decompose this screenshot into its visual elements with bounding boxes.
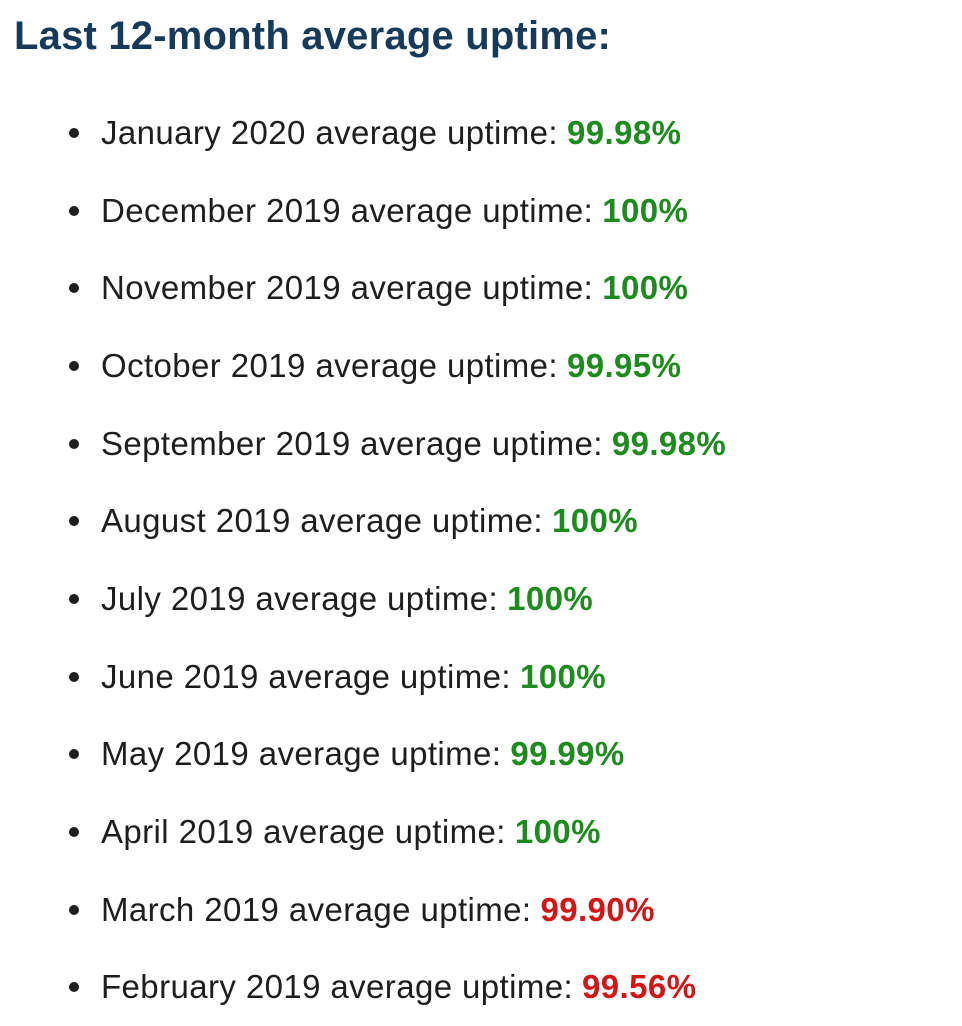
bullet-icon bbox=[69, 438, 79, 449]
uptime-value: 99.90% bbox=[540, 890, 655, 928]
uptime-value: 100% bbox=[551, 502, 638, 540]
bullet-icon bbox=[69, 205, 79, 216]
list-item: July 2019 average uptime: 100% bbox=[0, 560, 726, 638]
list-item: August 2019 average uptime: 100% bbox=[0, 482, 726, 560]
month-label: May 2019 average uptime: bbox=[101, 735, 502, 773]
month-label: June 2019 average uptime: bbox=[101, 657, 511, 695]
page-heading: Last 12-month average uptime: bbox=[14, 14, 612, 58]
list-item: September 2019 average uptime: 99.98% bbox=[0, 405, 726, 483]
list-item: January 2020 average uptime: 99.98% bbox=[0, 94, 726, 172]
month-label: September 2019 average uptime: bbox=[101, 424, 603, 462]
month-label: August 2019 average uptime: bbox=[101, 502, 543, 540]
month-label: October 2019 average uptime: bbox=[101, 346, 558, 384]
list-item: December 2019 average uptime: 100% bbox=[0, 172, 726, 250]
list-item: April 2019 average uptime: 100% bbox=[0, 793, 726, 871]
uptime-value: 100% bbox=[514, 813, 601, 851]
uptime-value: 99.98% bbox=[611, 424, 727, 462]
list-item: May 2019 average uptime: 99.99% bbox=[0, 716, 726, 794]
bullet-icon bbox=[69, 127, 79, 138]
list-item: February 2019 average uptime: 99.56% bbox=[0, 949, 726, 1026]
uptime-value: 100% bbox=[602, 191, 689, 229]
uptime-value: 99.95% bbox=[566, 346, 682, 384]
bullet-icon bbox=[69, 360, 79, 371]
month-label: March 2019 average uptime: bbox=[101, 890, 532, 928]
month-label: December 2019 average uptime: bbox=[101, 191, 594, 229]
uptime-value: 99.56% bbox=[582, 968, 697, 1006]
uptime-value: 100% bbox=[507, 579, 594, 617]
list-item: March 2019 average uptime: 99.90% bbox=[0, 871, 726, 949]
uptime-value: 100% bbox=[602, 269, 689, 307]
list-item: November 2019 average uptime: 100% bbox=[0, 249, 726, 327]
bullet-icon bbox=[69, 827, 79, 838]
bullet-icon bbox=[69, 749, 79, 760]
month-label: February 2019 average uptime: bbox=[101, 968, 574, 1006]
month-label: July 2019 average uptime: bbox=[101, 579, 499, 617]
bullet-icon bbox=[69, 283, 79, 294]
uptime-list: January 2020 average uptime: 99.98% Decemb… bbox=[0, 94, 726, 1026]
list-item: October 2019 average uptime: 99.95% bbox=[0, 327, 726, 405]
month-label: January 2020 average uptime: bbox=[101, 113, 558, 151]
bullet-icon bbox=[69, 593, 79, 604]
bullet-icon bbox=[69, 671, 79, 682]
month-label: November 2019 average uptime: bbox=[101, 269, 594, 307]
bullet-icon bbox=[69, 516, 79, 527]
uptime-value: 100% bbox=[519, 657, 606, 695]
month-label: April 2019 average uptime: bbox=[101, 813, 506, 851]
bullet-icon bbox=[69, 904, 79, 915]
uptime-value: 99.98% bbox=[567, 113, 682, 151]
uptime-value: 99.99% bbox=[510, 735, 625, 773]
bullet-icon bbox=[69, 982, 79, 993]
list-item: June 2019 average uptime: 100% bbox=[0, 638, 726, 716]
